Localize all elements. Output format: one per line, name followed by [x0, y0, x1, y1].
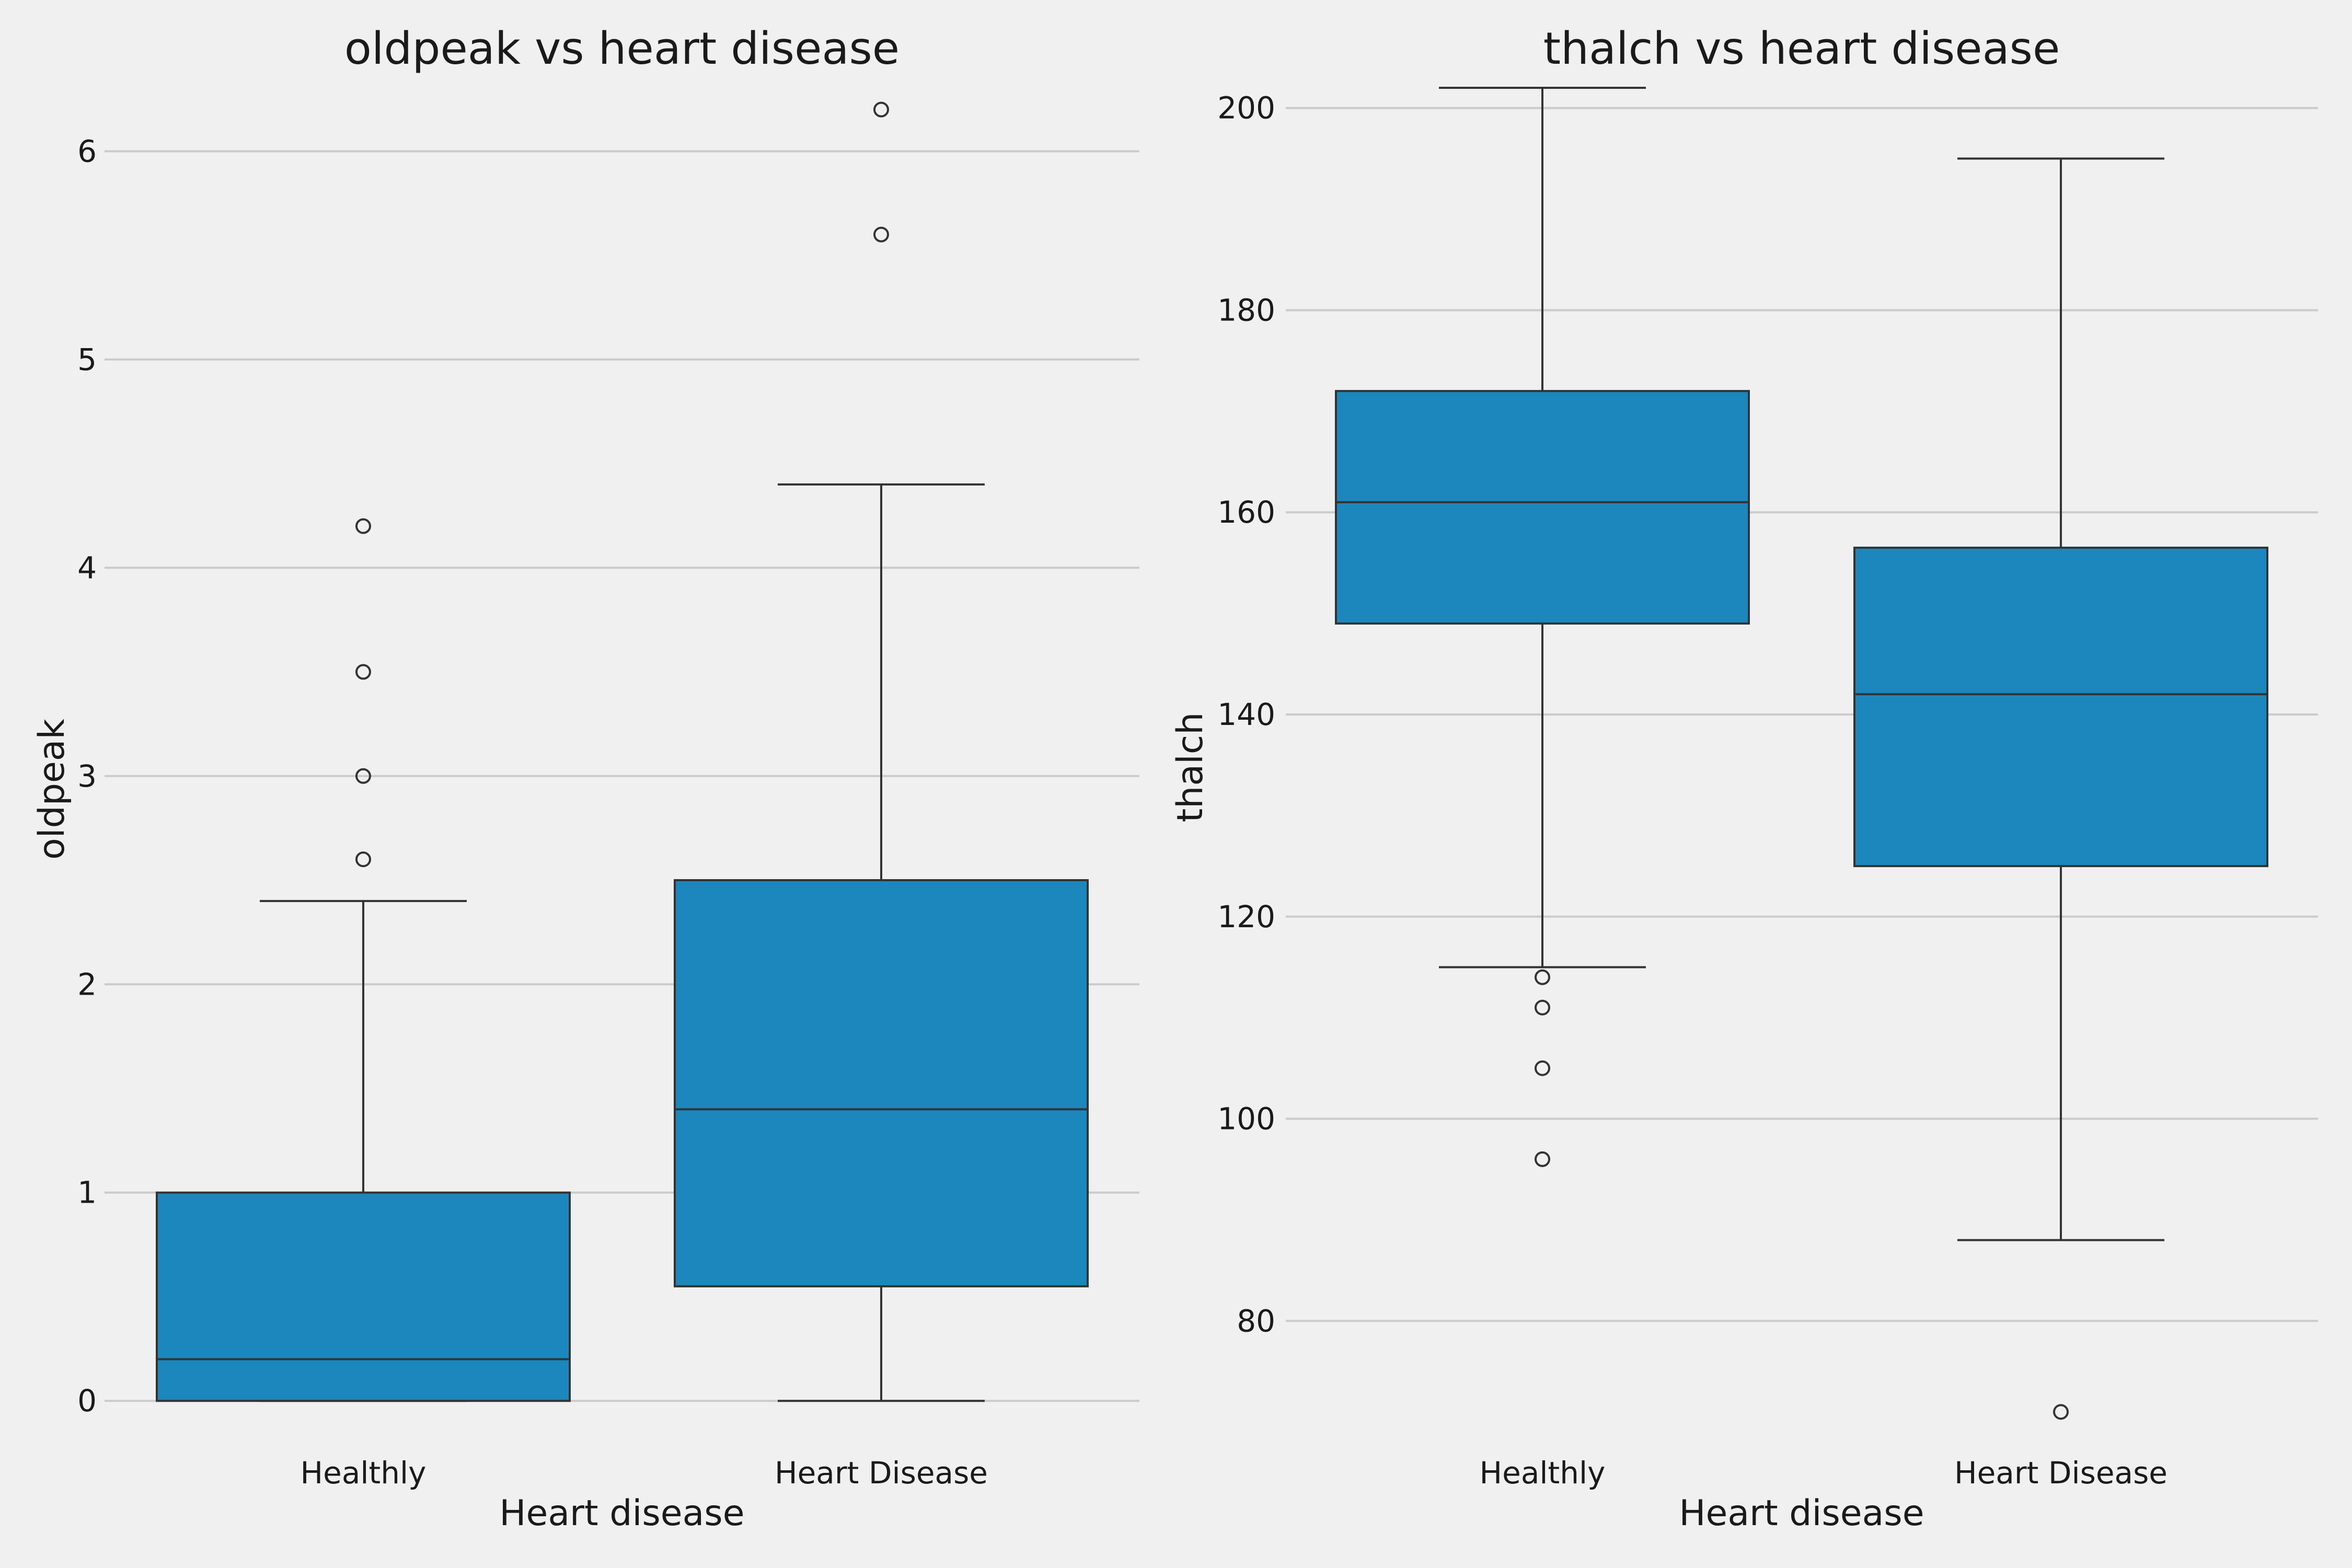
- oldpeak-healthly-outlier: [355, 768, 371, 784]
- oldpeak-chart-title: oldpeak vs heart disease: [344, 23, 900, 75]
- thalch-y-tick-label: 200: [1217, 90, 1275, 126]
- oldpeak-y-tick-label: 2: [77, 966, 97, 1002]
- thalch-y-axis-label: thalch: [1170, 712, 1211, 823]
- oldpeak-category-label-heart-disease: Heart Disease: [775, 1455, 988, 1491]
- thalch-healthly-box: [1335, 390, 1750, 625]
- thalch-healthly-outlier: [1535, 1151, 1550, 1167]
- oldpeak-heart-disease-boxplot: [674, 101, 1089, 1402]
- thalch-healthly-outlier: [1535, 999, 1550, 1016]
- thalch-healthly-outlier: [1535, 969, 1550, 985]
- thalch-y-ticks: 80 100 120 140 160 180 200: [1217, 90, 1275, 1339]
- oldpeak-chart-panel: oldpeak vs heart disease 0 1 2 3 4 5 6 Healthl…: [31, 23, 1139, 1534]
- oldpeak-y-tick-label: 3: [77, 758, 97, 794]
- oldpeak-y-axis-label: oldpeak: [31, 719, 73, 860]
- thalch-boxes: [1335, 87, 2268, 1420]
- oldpeak-healthly-outlier: [355, 518, 371, 534]
- thalch-y-tick-label: 120: [1217, 899, 1275, 935]
- oldpeak-healthly-outlier: [355, 851, 371, 868]
- thalch-y-tick-label: 100: [1217, 1101, 1275, 1137]
- oldpeak-boxes: [156, 101, 1089, 1402]
- oldpeak-y-tick-label: 0: [77, 1383, 97, 1419]
- thalch-heart-disease-box: [1853, 546, 2268, 868]
- oldpeak-y-ticks: 0 1 2 3 4 5 6: [77, 133, 97, 1419]
- thalch-y-tick-label: 180: [1217, 292, 1275, 328]
- oldpeak-x-axis-label: Heart disease: [499, 1493, 744, 1534]
- oldpeak-healthly-boxplot: [156, 518, 571, 1402]
- thalch-heart-disease-outlier: [2053, 1404, 2069, 1420]
- oldpeak-category-label-healthly: Healthly: [301, 1455, 426, 1491]
- oldpeak-y-tick-label: 1: [77, 1175, 97, 1210]
- oldpeak-healthly-box: [156, 1191, 571, 1402]
- thalch-healthly-outlier: [1535, 1060, 1550, 1076]
- oldpeak-heart-disease-box: [674, 879, 1089, 1288]
- thalch-y-tick-label: 160: [1217, 494, 1275, 530]
- oldpeak-heart-disease-outlier: [873, 101, 889, 118]
- thalch-category-label-heart-disease: Heart Disease: [1954, 1455, 2167, 1491]
- thalch-healthly-boxplot: [1335, 87, 1750, 1167]
- oldpeak-y-tick-label: 4: [77, 550, 97, 585]
- oldpeak-y-tick-label: 5: [77, 342, 97, 377]
- thalch-category-label-healthly: Healthly: [1480, 1455, 1606, 1491]
- thalch-chart-title: thalch vs heart disease: [1543, 23, 2060, 75]
- thalch-x-axis-label: Heart disease: [1679, 1493, 1924, 1534]
- thalch-y-tick-label: 140: [1217, 697, 1275, 732]
- oldpeak-y-tick-label: 6: [77, 133, 97, 169]
- thalch-y-tick-label: 80: [1237, 1303, 1275, 1339]
- thalch-heart-disease-boxplot: [1853, 157, 2268, 1420]
- oldpeak-heart-disease-outlier: [873, 226, 889, 243]
- thalch-chart-panel: thalch vs heart disease 80 100 120 140 160 18…: [1170, 23, 2318, 1534]
- oldpeak-healthly-outlier: [355, 664, 371, 680]
